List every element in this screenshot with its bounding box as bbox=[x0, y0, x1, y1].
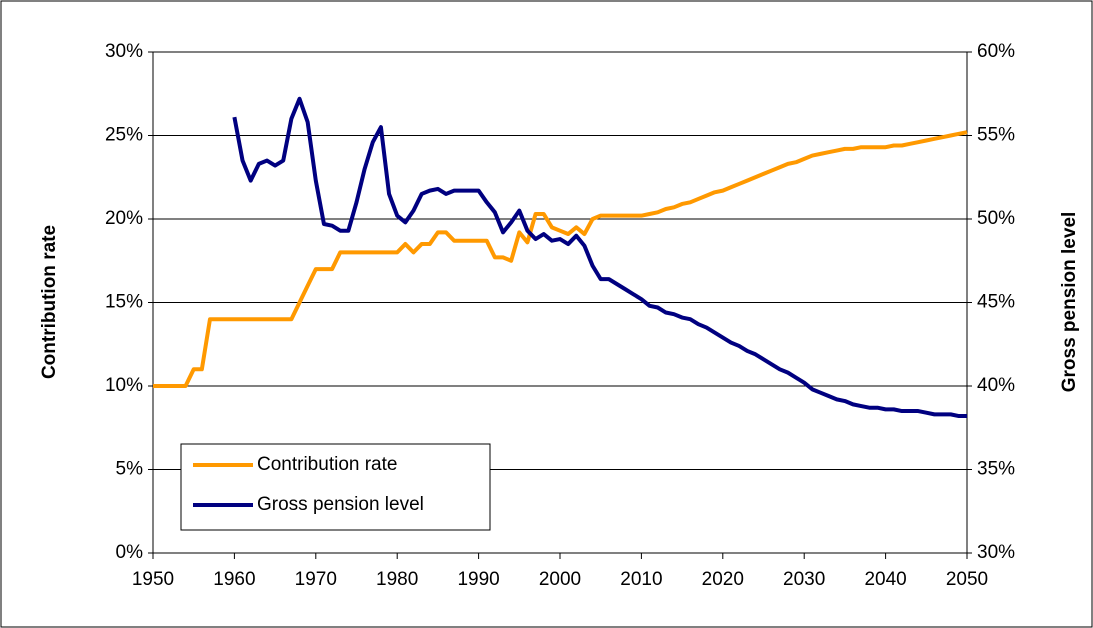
y-tick-label: 10% bbox=[105, 375, 143, 396]
x-tick-label: 1970 bbox=[295, 569, 337, 590]
y-tick-label: 15% bbox=[105, 292, 143, 313]
y-axis-title: Contribution rate bbox=[39, 225, 60, 379]
data-line bbox=[153, 130, 968, 388]
y-tick-label: 25% bbox=[105, 125, 143, 146]
x-tick-label: 2000 bbox=[539, 569, 581, 590]
y2-tick-label: 55% bbox=[977, 125, 1015, 146]
y2-tick-label: 40% bbox=[977, 375, 1015, 396]
x-tick-label: 2010 bbox=[620, 569, 662, 590]
x-tick-label: 2030 bbox=[783, 569, 825, 590]
x-tick-label: 1980 bbox=[376, 569, 418, 590]
legend-box bbox=[180, 443, 491, 531]
y-tick-label: 0% bbox=[116, 542, 144, 563]
y2-tick-label: 60% bbox=[977, 41, 1015, 62]
y2-tick-label: 35% bbox=[977, 459, 1015, 480]
x-tick-label: 1990 bbox=[457, 569, 499, 590]
y2-tick-label: 45% bbox=[977, 292, 1015, 313]
data-line bbox=[232, 96, 967, 419]
x-tick-label: 2020 bbox=[702, 569, 744, 590]
y2-tick-label: 50% bbox=[977, 208, 1015, 229]
x-tick-label: 1960 bbox=[213, 569, 255, 590]
x-tick-label: 2040 bbox=[864, 569, 906, 590]
y-tick-label: 30% bbox=[105, 41, 143, 62]
y-tick-label: 20% bbox=[105, 208, 143, 229]
y2-tick-label: 30% bbox=[977, 542, 1015, 563]
legend-label: Contribution rate bbox=[257, 454, 397, 475]
y2-axis-title: Gross pension level bbox=[1059, 212, 1080, 393]
x-tick-label: 1950 bbox=[132, 569, 174, 590]
legend-label: Gross pension level bbox=[257, 494, 424, 515]
x-tick-label: 2050 bbox=[946, 569, 988, 590]
y-tick-label: 5% bbox=[116, 459, 144, 480]
